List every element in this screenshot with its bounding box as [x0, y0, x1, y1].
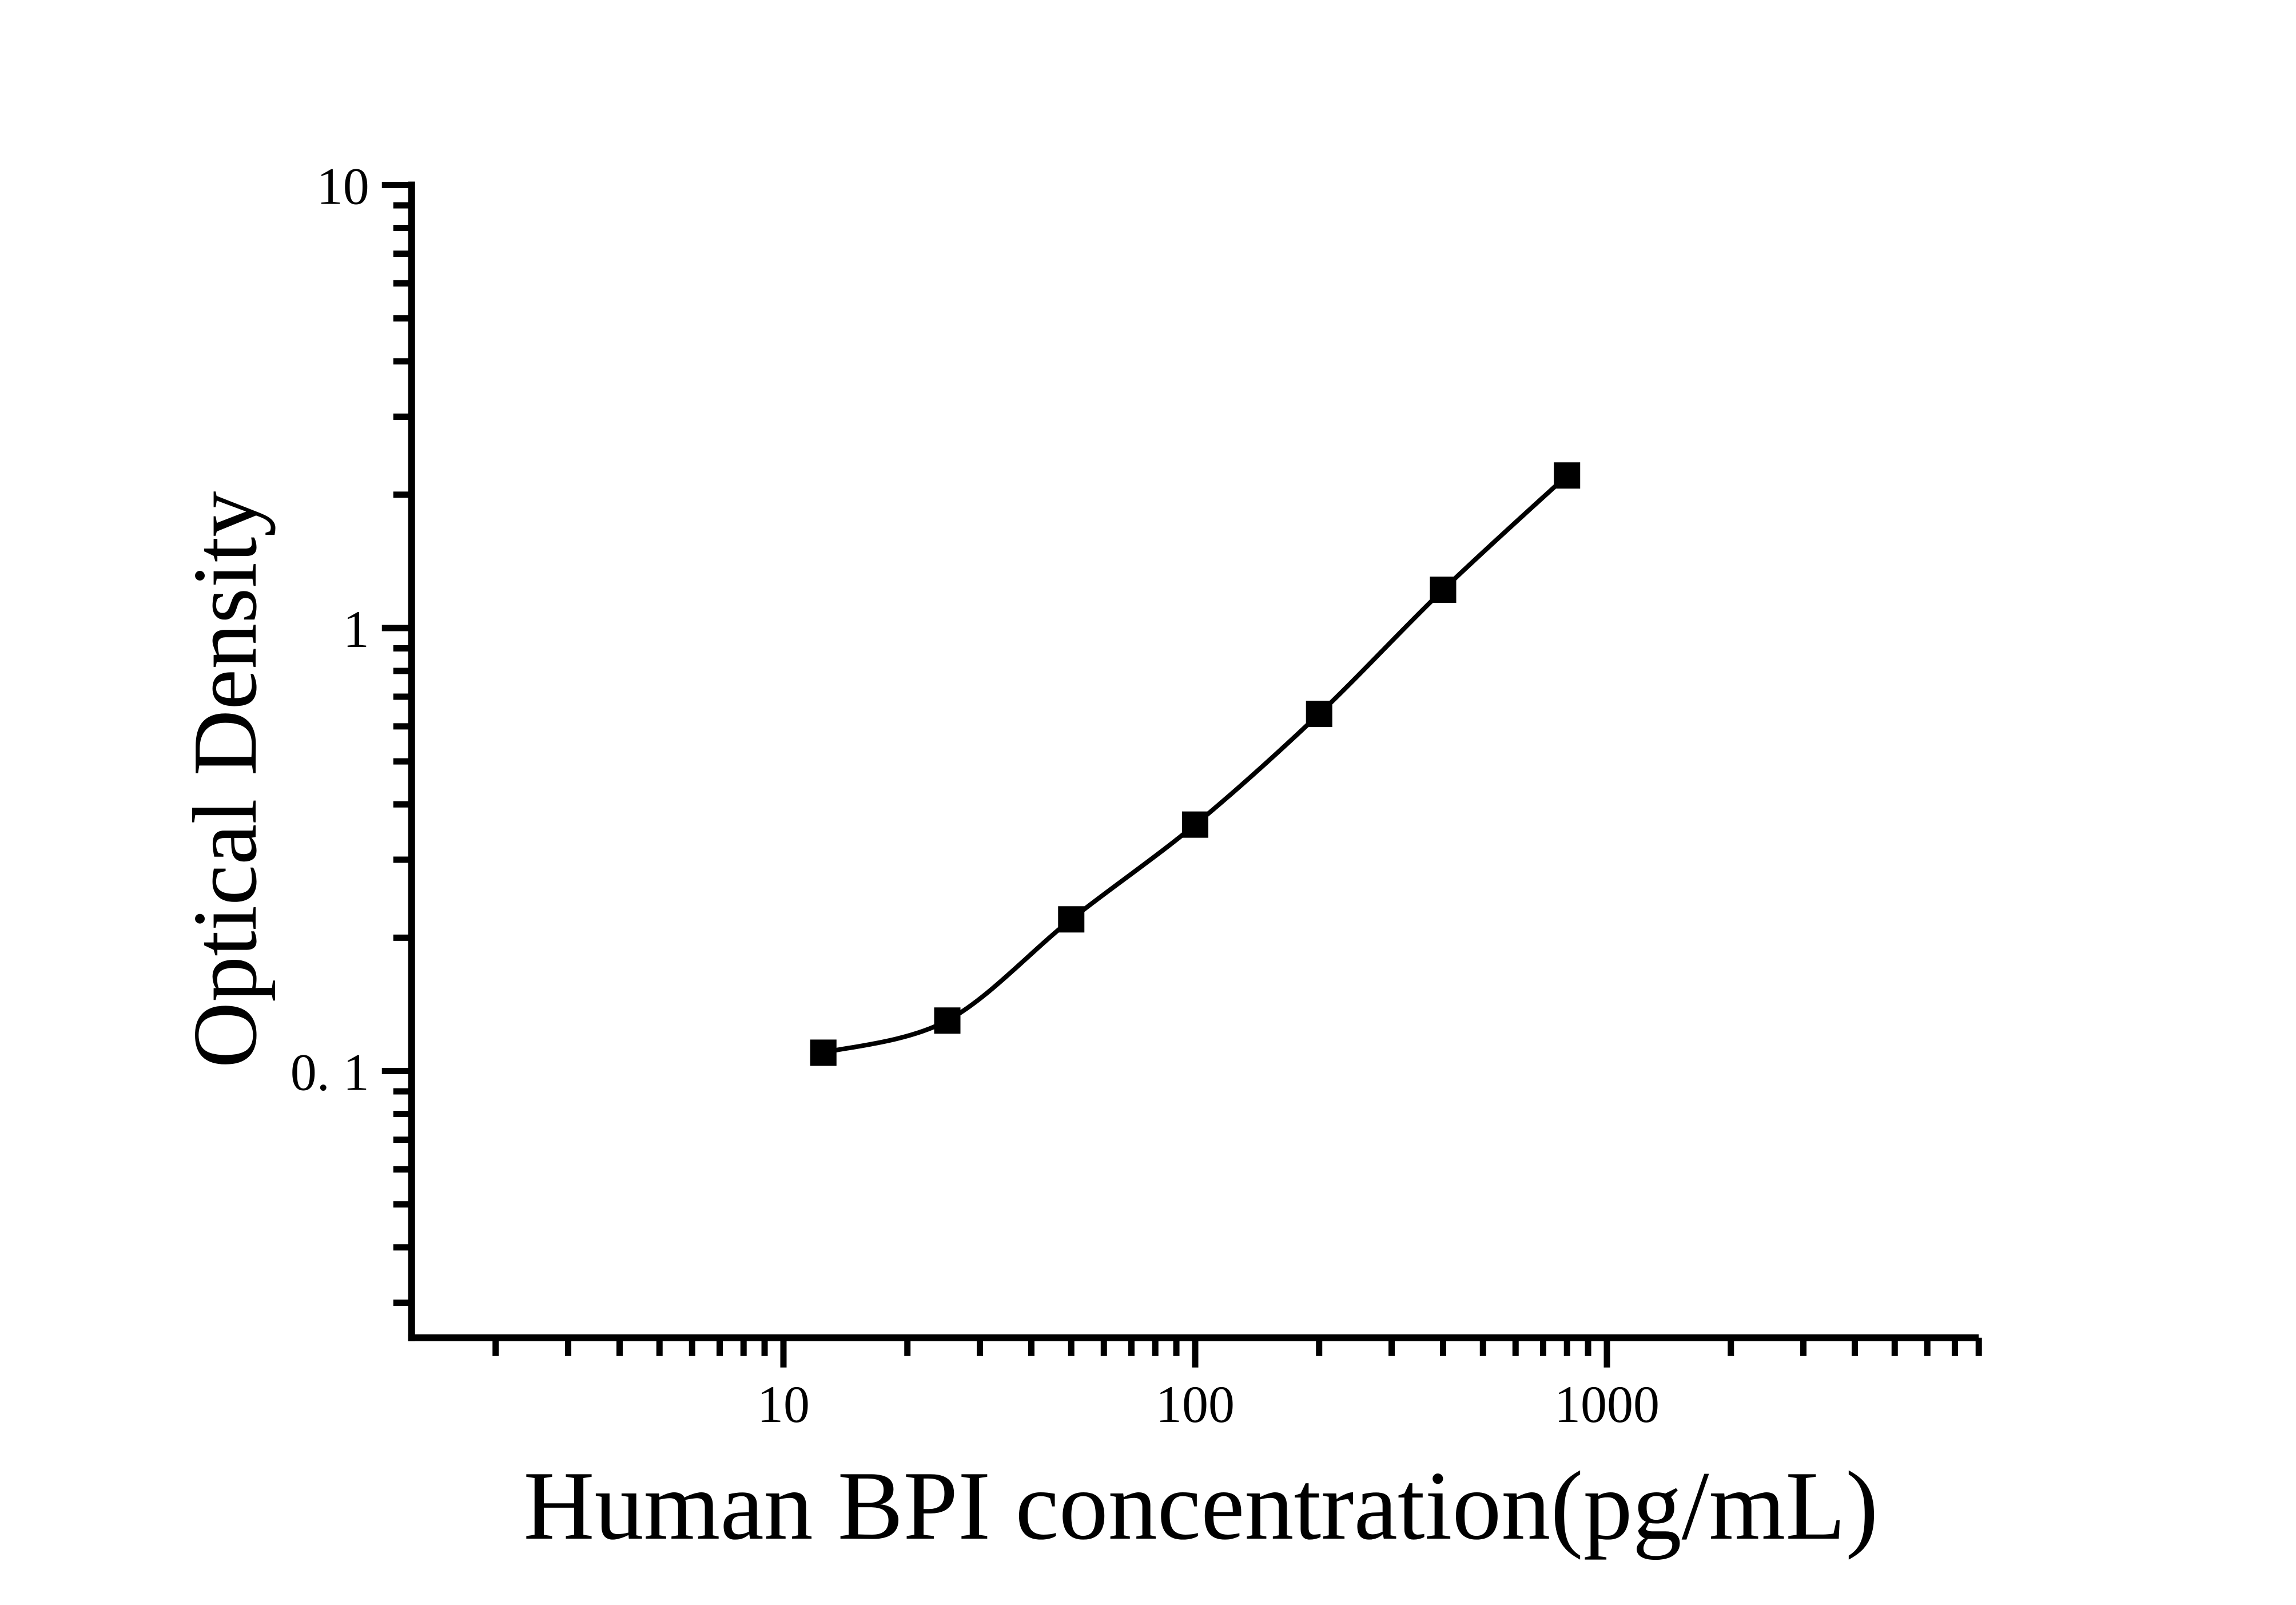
y-tick-label: 10	[317, 157, 369, 216]
data-point-marker	[1182, 811, 1208, 838]
data-point-marker	[1430, 577, 1457, 603]
data-point-marker	[1306, 701, 1332, 728]
data-point-marker	[1554, 462, 1581, 489]
fitted-curve	[822, 474, 1569, 1055]
data-point-marker	[934, 1007, 961, 1034]
x-tick-label: 10	[757, 1375, 810, 1433]
y-axis-title: Optical Density	[174, 491, 276, 1068]
data-point-marker	[1058, 906, 1085, 933]
axes-layer: 10 100 1000 0. 1 1 10	[291, 157, 1982, 1433]
x-tick-label: 1000	[1554, 1375, 1660, 1433]
x-axis-title: Human BPI concentration(pg/mL)	[523, 1452, 1878, 1560]
y-tick-label: 0. 1	[291, 1043, 369, 1102]
x-tick-label: 100	[1156, 1375, 1235, 1433]
series-layer	[810, 462, 1581, 1066]
data-point-marker	[810, 1039, 837, 1066]
y-tick-label: 1	[343, 600, 369, 658]
